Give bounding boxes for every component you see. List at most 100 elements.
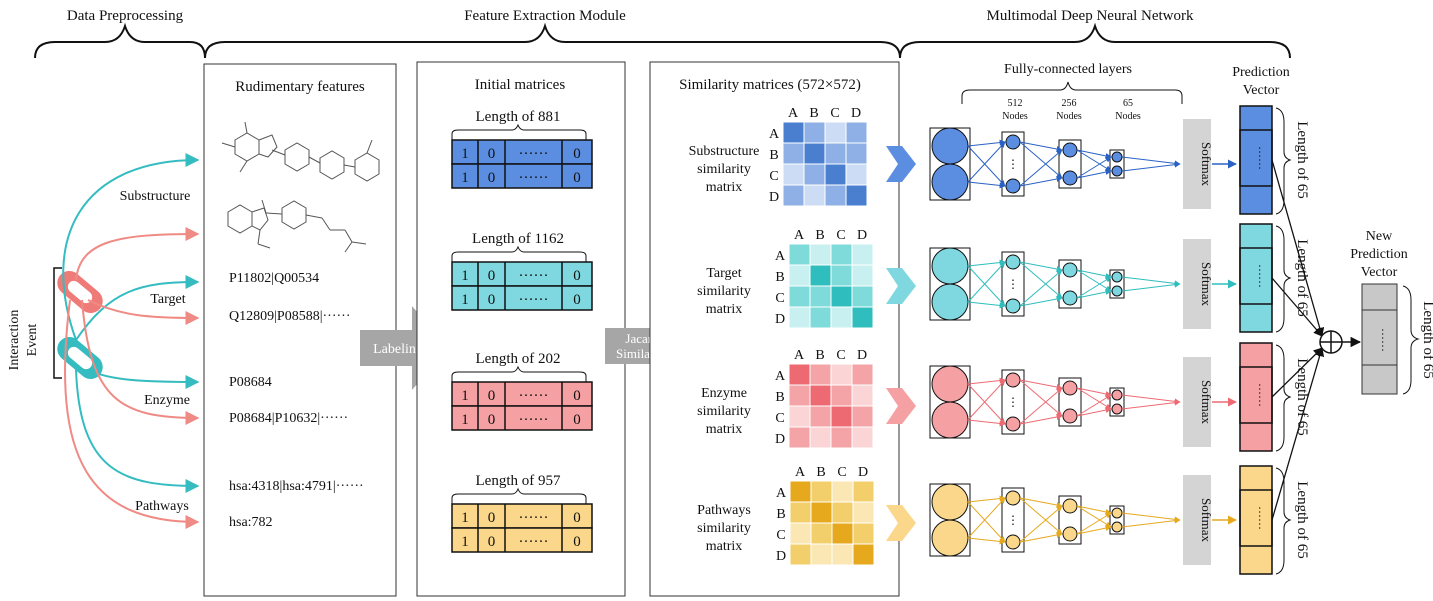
new-vector-length-brace [1402, 285, 1420, 395]
similarity-cell [788, 243, 811, 266]
hidden-node [1111, 271, 1123, 283]
similarity-cell [809, 426, 832, 449]
initial-matrix-substructure: Length of 881 1 0 ······ 0 1 0 ······ 0 [451, 109, 593, 189]
initial-matrix-brace [451, 245, 587, 263]
hidden-node [1005, 178, 1021, 194]
similarity-cell [851, 426, 874, 449]
similarity-row-label: D [776, 549, 786, 564]
similarity-row-label: A [769, 127, 780, 142]
hidden-node [1062, 498, 1078, 514]
similarity-matrix-label: Substructure [689, 144, 760, 159]
similarity-cell [788, 384, 811, 407]
similarity-row-label: C [776, 528, 785, 543]
softmax-label: Softmax [1199, 498, 1214, 543]
softmax-block [1183, 357, 1211, 447]
similarity-col-label: D [857, 348, 867, 363]
initial-matrix-cell: 0 [573, 412, 581, 428]
hidden-node [1005, 298, 1021, 314]
similarity-row-label: B [775, 390, 784, 405]
hidden-node [1062, 408, 1078, 424]
similarity-col-label: B [809, 106, 818, 121]
section-title-data-preprocessing: Data Preprocessing [67, 8, 184, 24]
hidden-node [1111, 389, 1123, 401]
similarity-cell [830, 363, 853, 386]
similarity-row-label: C [775, 291, 784, 306]
input-node [931, 365, 969, 403]
similarity-cell [803, 121, 826, 144]
hidden-layer-1 [1001, 487, 1025, 553]
prediction-vector-pathways: ······ [1239, 465, 1273, 575]
initial-matrix-cell: 1 [461, 146, 469, 162]
similarity-cell [809, 405, 832, 428]
initial-matrix-cell: ······ [519, 534, 549, 550]
similarity-cell [830, 426, 853, 449]
similarity-cell [845, 184, 868, 207]
hidden-node [1005, 254, 1021, 270]
similarity-cell [852, 480, 875, 503]
initial-matrix-cell: ······ [519, 268, 549, 284]
prediction-vector-enzyme: ······ [1239, 342, 1273, 452]
brace-feature-extraction [204, 22, 901, 59]
input-node [931, 247, 969, 285]
initial-matrix-cell: 0 [573, 388, 581, 404]
similarity-row-label: A [775, 369, 786, 384]
input-node [931, 519, 969, 557]
initial-matrix-cell: 1 [461, 292, 469, 308]
initial-matrix-row [451, 503, 593, 529]
chevron-arrow-icon [886, 268, 916, 304]
vector-length-label: Length of 65 [1294, 239, 1310, 316]
hidden-node [1062, 526, 1078, 542]
hidden-node [1005, 134, 1021, 150]
initial-matrix-length-label: Length of 957 [476, 473, 561, 489]
initial-matrix-cell: 0 [573, 146, 581, 162]
initial-matrix-cell: 1 [461, 534, 469, 550]
new-prediction-title-1: New [1366, 229, 1393, 244]
similarity-cell [803, 184, 826, 207]
vector-length-brace [1275, 467, 1292, 575]
similarity-col-label: C [836, 228, 845, 243]
layer-labels: 512 Nodes 256 Nodes 65 Nodes [1002, 98, 1141, 122]
hidden-layer-1 [1001, 369, 1025, 435]
similarity-cell [824, 121, 847, 144]
similarity-col-label: B [815, 228, 824, 243]
input-node [931, 163, 969, 201]
similarity-matrix-label: similarity [697, 521, 751, 536]
ellipsis-dots: ⋮ [1007, 277, 1019, 291]
initial-matrix-row [451, 261, 593, 287]
event-bracket [53, 267, 62, 379]
to-sum-arrow [1271, 347, 1323, 398]
similarity-row-label: B [769, 148, 778, 163]
initial-matrix-brace [451, 365, 587, 383]
softmax-label: Softmax [1199, 262, 1214, 307]
initial-matrix-row [451, 139, 593, 165]
similarity-col-label: A [788, 106, 799, 121]
layer-2-count: 256 [1062, 98, 1077, 109]
new-prediction-vector: ······ [1361, 283, 1398, 395]
input-node [931, 127, 969, 165]
ellipsis-dots: ⋮ [1007, 395, 1019, 409]
similarity-col-label: C [830, 106, 839, 121]
hidden-node [1111, 403, 1123, 415]
hidden-node [1005, 490, 1021, 506]
initial-matrix-brace [451, 487, 587, 505]
similarity-cell [789, 543, 812, 566]
similarity-col-label: A [795, 465, 806, 480]
initial-matrix-pathways: Length of 957 1 0 ······ 0 1 0 ······ 0 [451, 473, 593, 553]
molecule-structure-1 [221, 121, 380, 182]
fc-layers-title: Fully-connected layers [1004, 62, 1132, 77]
molecule-structure-2 [227, 199, 367, 253]
layer-2-unit: Nodes [1056, 111, 1082, 122]
similarity-cell [809, 243, 832, 266]
initial-matrix-cell: 1 [461, 412, 469, 428]
similarity-cell [809, 306, 832, 329]
prediction-vector-target: ······ [1239, 223, 1273, 333]
svg-text:Event: Event [25, 324, 40, 357]
section-title-multimodal-dnn: Multimodal Deep Neural Network [986, 8, 1194, 24]
similarity-cell [810, 501, 833, 524]
similarity-cell [830, 306, 853, 329]
pill-icon-teal [57, 337, 103, 379]
ellipsis-dots: ⋮ [1007, 513, 1019, 527]
similarity-cell [845, 121, 868, 144]
